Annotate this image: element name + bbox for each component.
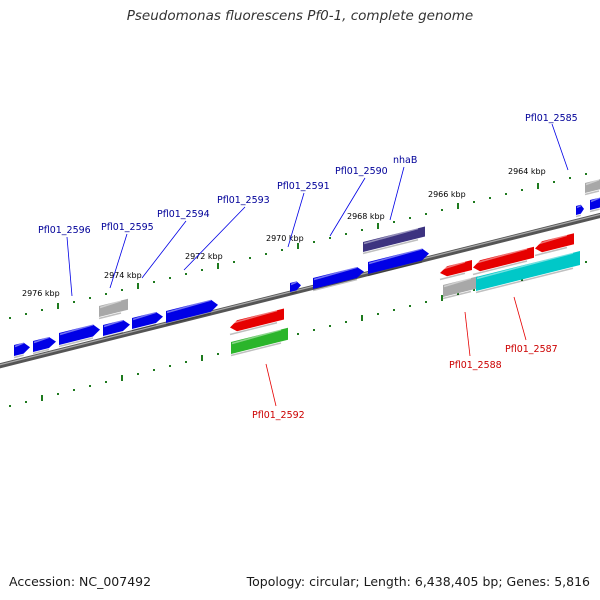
gene-pfl01-2594[interactable] <box>102 319 130 339</box>
gene-grey-1[interactable] <box>98 298 128 320</box>
scale-label-2974: 2974 kbp <box>104 271 142 280</box>
scale-label-2964: 2964 kbp <box>508 167 546 176</box>
gene-label-pfl01-2587[interactable]: Pfl01_2587 <box>505 344 558 355</box>
accession-text: Accession: NC_007492 <box>9 574 152 589</box>
label-leaders <box>66 123 569 407</box>
genome-stats-text: Topology: circular; Length: 6,438,405 bp… <box>246 574 590 589</box>
gene-labels-reverse: Pfl01_2587 Pfl01_2588 Pfl01_2592 <box>252 344 558 421</box>
gene-label-pfl01-2588[interactable]: Pfl01_2588 <box>449 360 502 371</box>
scale-labels: 2964 kbp 2966 kbp 2968 kbp 2970 kbp 2972… <box>22 167 546 298</box>
gene-label-pfl01-2595[interactable]: Pfl01_2595 <box>101 222 154 233</box>
gene-label-pfl01-2590[interactable]: Pfl01_2590 <box>335 166 388 177</box>
gene-label-pfl01-2593[interactable]: Pfl01_2593 <box>217 195 270 206</box>
gene-pfl01-2593b[interactable] <box>165 299 218 326</box>
gene-pfl01-2596b[interactable] <box>32 336 56 355</box>
gene-pfl01-2593[interactable] <box>131 311 163 332</box>
scale-label-2972: 2972 kbp <box>185 252 223 261</box>
label-leader-line <box>513 296 527 341</box>
gene-grey-2[interactable] <box>584 178 600 196</box>
gene-pfl01-2590[interactable] <box>312 266 364 292</box>
gene-label-pfl01-2591[interactable]: Pfl01_2591 <box>277 181 330 192</box>
gene-cyan[interactable] <box>475 251 580 294</box>
scale-label-2968: 2968 kbp <box>347 212 385 221</box>
gene-label-pfl01-2592[interactable]: Pfl01_2592 <box>252 410 305 421</box>
label-leader-line <box>109 233 128 289</box>
gene-pfl01-2589[interactable] <box>367 248 429 277</box>
gene-label-pfl01-2585[interactable]: Pfl01_2585 <box>525 113 578 124</box>
label-leader-line <box>66 236 73 297</box>
label-leader-line <box>265 363 277 407</box>
gene-pfl01-2596[interactable] <box>13 342 30 359</box>
map-title: Pseudomonas fluorescens Pf0-1, complete … <box>126 8 474 24</box>
label-leader-line <box>551 123 569 171</box>
scale-label-2976: 2976 kbp <box>22 289 60 298</box>
gene-grey-3[interactable] <box>442 276 478 300</box>
label-leader-line <box>287 192 305 248</box>
gene-pfl01-2584[interactable] <box>589 197 600 213</box>
label-leader-line <box>141 220 187 279</box>
scale-label-2966: 2966 kbp <box>428 190 466 199</box>
gene-pfl01-2591[interactable] <box>289 281 301 295</box>
gene-pfl01-2592[interactable] <box>229 308 284 336</box>
label-leader-line <box>389 166 405 221</box>
gene-features <box>13 178 600 359</box>
scale-label-2970: 2970 kbp <box>266 234 304 243</box>
gene-labels-forward: Pfl01_2585 nhaB Pfl01_2590 Pfl01_2591 Pf… <box>38 113 578 236</box>
label-leader-line <box>183 206 246 271</box>
gene-pfl01-2587[interactable] <box>472 246 534 276</box>
gene-pfl01-2588[interactable] <box>439 260 472 281</box>
gene-pfl01-2585[interactable] <box>575 204 584 218</box>
gene-nhab[interactable] <box>362 226 425 255</box>
gene-label-pfl01-2596[interactable]: Pfl01_2596 <box>38 225 91 236</box>
label-leader-line <box>464 311 471 357</box>
genome-backbone <box>0 212 600 369</box>
label-leader-line <box>329 177 366 237</box>
gene-label-nhab[interactable]: nhaB <box>393 155 417 166</box>
gene-pfl01-2595[interactable] <box>58 324 100 348</box>
gene-green[interactable] <box>230 327 288 357</box>
gene-pfl01-2586[interactable] <box>534 233 574 257</box>
scale-ticks-forward <box>9 173 587 319</box>
gene-label-pfl01-2594[interactable]: Pfl01_2594 <box>157 209 210 220</box>
